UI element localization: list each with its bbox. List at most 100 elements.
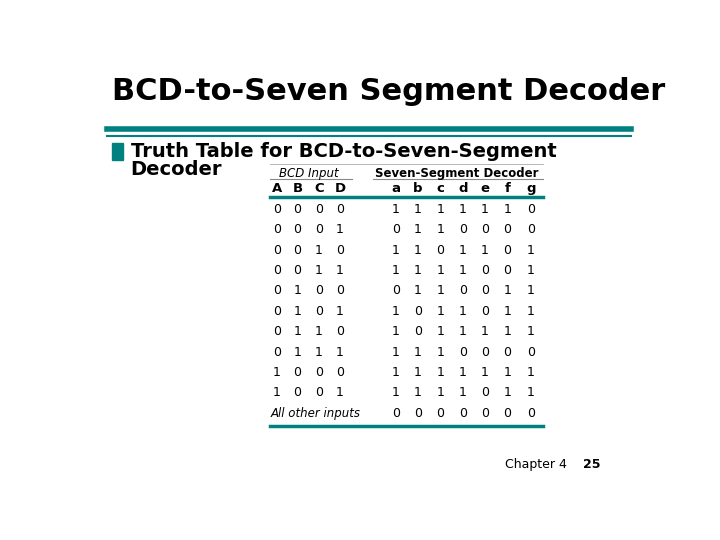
Text: 0: 0 (315, 224, 323, 237)
Text: 0: 0 (273, 305, 281, 318)
Text: 0: 0 (459, 407, 467, 420)
Text: 0: 0 (273, 203, 281, 216)
Text: 1: 1 (436, 325, 444, 338)
Text: 0: 0 (392, 407, 400, 420)
Text: f: f (505, 183, 510, 195)
Text: 1: 1 (503, 366, 511, 379)
Text: 1: 1 (336, 386, 344, 400)
Text: 1: 1 (336, 224, 344, 237)
Text: D: D (334, 183, 346, 195)
Text: 1: 1 (481, 244, 489, 256)
Text: 1: 1 (459, 325, 467, 338)
Text: 0: 0 (527, 346, 535, 359)
Text: 0: 0 (527, 203, 535, 216)
Text: 0: 0 (336, 366, 344, 379)
Text: 0: 0 (273, 244, 281, 256)
Text: 1: 1 (436, 366, 444, 379)
Text: 0: 0 (481, 285, 489, 298)
Text: 1: 1 (503, 325, 511, 338)
Text: 0: 0 (392, 224, 400, 237)
Text: 1: 1 (336, 305, 344, 318)
Text: 1: 1 (459, 203, 467, 216)
Text: 1: 1 (459, 366, 467, 379)
Text: 1: 1 (336, 264, 344, 277)
Text: 0: 0 (336, 285, 344, 298)
Text: 1: 1 (315, 264, 323, 277)
Text: 0: 0 (503, 244, 511, 256)
Text: Truth Table for BCD-to-Seven-Segment: Truth Table for BCD-to-Seven-Segment (131, 141, 557, 161)
Text: 1: 1 (414, 285, 422, 298)
Text: 0: 0 (273, 264, 281, 277)
Text: Seven-Segment Decoder: Seven-Segment Decoder (375, 167, 539, 180)
Text: 0: 0 (315, 285, 323, 298)
Text: 0: 0 (315, 305, 323, 318)
Text: 1: 1 (273, 386, 281, 400)
Text: 0: 0 (414, 305, 422, 318)
Text: e: e (480, 183, 490, 195)
Text: 0: 0 (414, 325, 422, 338)
Text: 1: 1 (459, 264, 467, 277)
Text: Decoder: Decoder (131, 160, 222, 179)
Text: 0: 0 (273, 325, 281, 338)
Text: 0: 0 (527, 224, 535, 237)
Text: 0: 0 (481, 386, 489, 400)
Text: 1: 1 (294, 285, 302, 298)
Text: B: B (292, 183, 302, 195)
Text: 0: 0 (336, 325, 344, 338)
Text: 0: 0 (481, 346, 489, 359)
Text: 0: 0 (294, 366, 302, 379)
Text: 1: 1 (414, 366, 422, 379)
Text: 0: 0 (273, 346, 281, 359)
Text: b: b (413, 183, 423, 195)
Text: 1: 1 (503, 305, 511, 318)
Text: 1: 1 (436, 305, 444, 318)
Text: 0: 0 (414, 407, 422, 420)
Text: 1: 1 (336, 346, 344, 359)
Text: 0: 0 (503, 224, 511, 237)
Text: 1: 1 (414, 346, 422, 359)
Text: 1: 1 (315, 244, 323, 256)
Text: A: A (272, 183, 282, 195)
Text: 1: 1 (503, 285, 511, 298)
Text: 1: 1 (315, 346, 323, 359)
Text: 1: 1 (294, 346, 302, 359)
Text: Chapter 4: Chapter 4 (505, 458, 567, 471)
Text: 1: 1 (414, 386, 422, 400)
Text: 1: 1 (481, 366, 489, 379)
Text: 0: 0 (503, 346, 511, 359)
FancyBboxPatch shape (112, 143, 124, 160)
Text: d: d (458, 183, 467, 195)
Text: 0: 0 (481, 305, 489, 318)
Text: 0: 0 (315, 386, 323, 400)
Text: c: c (436, 183, 444, 195)
Text: 0: 0 (336, 203, 344, 216)
Text: 0: 0 (294, 203, 302, 216)
Text: 0: 0 (315, 366, 323, 379)
Text: 0: 0 (294, 224, 302, 237)
Text: BCD-to-Seven Segment Decoder: BCD-to-Seven Segment Decoder (112, 77, 665, 106)
Text: 0: 0 (336, 244, 344, 256)
Text: 1: 1 (392, 264, 400, 277)
Text: 1: 1 (414, 224, 422, 237)
Text: 1: 1 (459, 386, 467, 400)
Text: 1: 1 (392, 244, 400, 256)
Text: 1: 1 (315, 325, 323, 338)
Text: 1: 1 (527, 305, 535, 318)
Text: 0: 0 (273, 285, 281, 298)
Text: 1: 1 (414, 203, 422, 216)
Text: 1: 1 (527, 285, 535, 298)
Text: 0: 0 (273, 224, 281, 237)
Text: 1: 1 (436, 224, 444, 237)
Text: 1: 1 (294, 325, 302, 338)
Text: 0: 0 (294, 244, 302, 256)
Text: a: a (391, 183, 400, 195)
Text: 1: 1 (459, 305, 467, 318)
Text: 1: 1 (392, 386, 400, 400)
Text: 1: 1 (459, 244, 467, 256)
Text: 0: 0 (481, 264, 489, 277)
Text: 0: 0 (503, 407, 511, 420)
Text: 0: 0 (294, 264, 302, 277)
Text: All other inputs: All other inputs (270, 407, 360, 420)
Text: 0: 0 (481, 224, 489, 237)
Text: 1: 1 (527, 366, 535, 379)
